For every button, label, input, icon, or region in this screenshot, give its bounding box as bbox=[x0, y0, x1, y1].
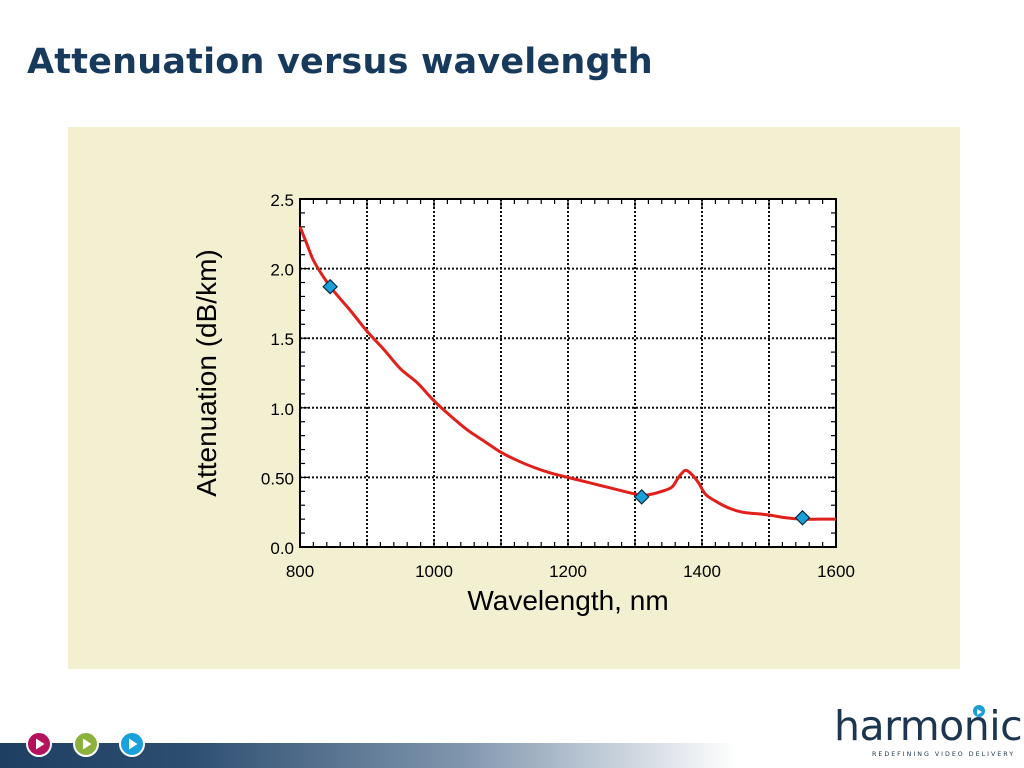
brand-dot-icon bbox=[973, 705, 985, 717]
x-axis-label: Wavelength, nm bbox=[467, 585, 668, 616]
y-tick-label: 0.50 bbox=[261, 469, 294, 488]
y-tick-label: 0.0 bbox=[270, 539, 294, 558]
diamond-marker bbox=[322, 278, 338, 295]
play-icon bbox=[83, 738, 92, 750]
slide-title: Attenuation versus wavelength bbox=[27, 42, 653, 82]
x-tick-label: 1000 bbox=[415, 562, 453, 581]
y-tick-label: 2.5 bbox=[270, 191, 294, 210]
harmonic-logo: harmonic REDEFINING VIDEO DELIVERY bbox=[834, 702, 1023, 762]
label-layer: 800 1000 1200 1400 1600 0.0 0.50 1.0 1.5 2.0 2.5 Wa… bbox=[191, 191, 855, 616]
footer-play-button-1[interactable] bbox=[26, 731, 52, 757]
series-layer bbox=[298, 226, 836, 521]
x-tick-label: 1400 bbox=[683, 562, 721, 581]
x-tick-label: 1600 bbox=[817, 562, 855, 581]
x-tick-label: 1200 bbox=[549, 562, 587, 581]
axis-layer bbox=[299, 198, 837, 548]
y-tick-label: 1.5 bbox=[270, 330, 294, 349]
play-icon bbox=[977, 709, 982, 715]
plot-frame bbox=[299, 198, 837, 548]
y-tick-label: 1.0 bbox=[270, 400, 294, 419]
x-tick-label: 800 bbox=[286, 562, 314, 581]
play-icon bbox=[129, 738, 138, 750]
brand-name: harmonic bbox=[834, 702, 1023, 750]
marker-layer bbox=[322, 278, 811, 526]
grid-layer bbox=[300, 199, 836, 547]
y-axis-label: Attenuation (dB/km) bbox=[191, 249, 222, 496]
diamond-marker bbox=[794, 509, 811, 526]
footer-play-button-2[interactable] bbox=[73, 731, 99, 757]
diamond-marker bbox=[633, 489, 650, 505]
brand-tagline: REDEFINING VIDEO DELIVERY bbox=[872, 751, 1016, 758]
footer-play-button-3[interactable] bbox=[119, 731, 145, 757]
footer-bar bbox=[0, 743, 1024, 768]
attenuation-curve bbox=[298, 226, 836, 521]
play-icon bbox=[36, 738, 45, 750]
chart-panel: 800 1000 1200 1400 1600 0.0 0.50 1.0 1.5 2.0 2.5 Wa… bbox=[68, 127, 960, 669]
y-tick-label: 2.0 bbox=[270, 261, 294, 280]
attenuation-chart: 800 1000 1200 1400 1600 0.0 0.50 1.0 1.5 2.0 2.5 Wa… bbox=[191, 191, 855, 616]
